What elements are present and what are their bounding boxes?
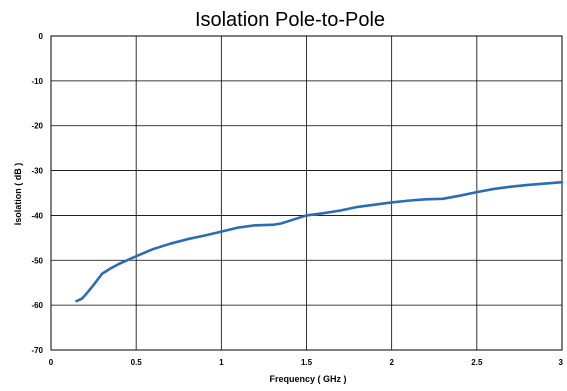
series-group: [75, 180, 564, 303]
y-tick-label: -70: [31, 346, 43, 355]
grid-lines: [50, 35, 563, 351]
x-tick-label: 3: [559, 358, 564, 367]
y-tick-label: -20: [31, 122, 43, 131]
x-tick-label: 0: [49, 358, 54, 367]
y-tick-labels: 0 -10 -20 -30 -40 -50 -60 -70: [31, 32, 43, 355]
y-axis-label: Isolation ( dB ): [13, 163, 23, 226]
y-tick-label: -30: [31, 167, 43, 176]
y-tick-label: -40: [31, 211, 43, 220]
y-tick-label: -10: [31, 77, 43, 86]
x-axis-label: Frequency ( GHz ): [269, 374, 346, 384]
chart-title: Isolation Pole-to-Pole: [195, 9, 385, 31]
x-tick-labels: 0 0.5 1 1.5 2 2.5 3: [49, 358, 564, 367]
x-tick-label: 2.5: [471, 358, 483, 367]
x-tick-label: 0.5: [131, 358, 143, 367]
y-tick-label: 0: [39, 32, 44, 41]
y-tick-label: -50: [31, 256, 43, 265]
x-tick-label: 1: [219, 358, 224, 367]
series-line-0: [75, 180, 564, 303]
y-tick-label: -60: [31, 301, 43, 310]
x-tick-label: 1.5: [301, 358, 313, 367]
x-tick-label: 2: [389, 358, 394, 367]
plot-frame: [50, 35, 563, 351]
